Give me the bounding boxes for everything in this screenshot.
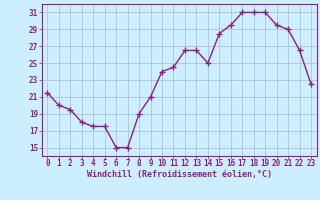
X-axis label: Windchill (Refroidissement éolien,°C): Windchill (Refroidissement éolien,°C)	[87, 170, 272, 179]
